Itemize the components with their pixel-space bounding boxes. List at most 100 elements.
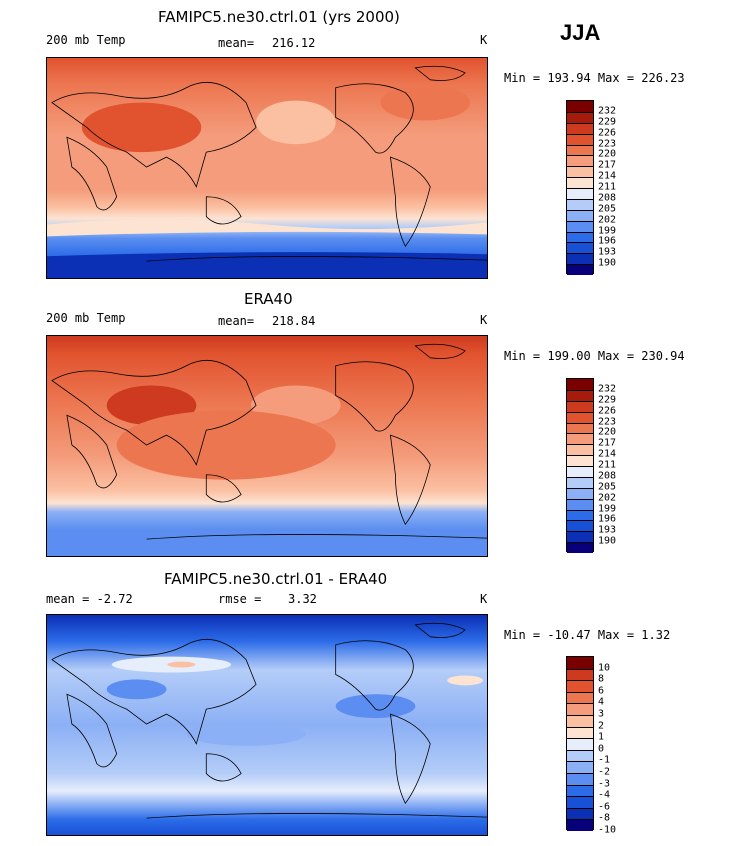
colorbar-swatch: [567, 111, 593, 123]
colorbar-tick-label: 8: [598, 673, 605, 685]
panel3-title: FAMIPC5.ne30.ctrl.01 - ERA40: [164, 570, 388, 588]
colorbar-swatch: [567, 231, 593, 243]
colorbar-swatch: [567, 209, 593, 221]
colorbar-swatch: [567, 807, 593, 820]
colorbar-tick-label: 202: [598, 492, 617, 504]
colorbar-swatch: [567, 444, 593, 456]
colorbar-tick-label: 220: [598, 148, 617, 160]
colorbar-tick-label: 208: [598, 470, 617, 482]
colorbar-tick-label: 199: [598, 503, 617, 514]
colorbar-swatch: [567, 220, 593, 232]
panel1-map: [46, 57, 488, 279]
colorbar-tick-label: 193: [598, 524, 617, 536]
colorbar-tick-label: 196: [598, 235, 617, 247]
colorbar-swatch: [567, 703, 593, 715]
season-label: JJA: [560, 20, 601, 45]
colorbar-swatch: [567, 389, 593, 401]
panel3-map: [46, 614, 488, 836]
panel3-minmax: Min = -10.47 Max = 1.32: [504, 628, 671, 642]
panel3-units: K: [480, 592, 488, 606]
colorbar-tick-label: 190: [598, 535, 617, 547]
panel2-title: ERA40: [244, 290, 293, 308]
colorbar-swatch: [567, 796, 593, 808]
colorbar-tick-label: 226: [598, 127, 617, 139]
colorbar-tick-label: 190: [598, 257, 617, 269]
colorbar-swatch: [567, 738, 593, 750]
colorbar-tick-label: 4: [598, 696, 605, 708]
colorbar-swatch: [567, 714, 593, 727]
colorbar-swatch: [567, 455, 593, 466]
panel2-map: [46, 335, 488, 557]
colorbar-swatch: [567, 668, 593, 681]
colorbar-swatch: [567, 749, 593, 762]
colorbar-swatch: [567, 411, 593, 423]
colorbar-swatch: [567, 101, 593, 112]
panel1-mean-label: mean=: [218, 36, 255, 50]
colorbar-tick-label: -4: [598, 789, 611, 801]
panel3-mean-text: mean = -2.72: [46, 592, 133, 606]
colorbar-tick-label: 214: [598, 170, 617, 182]
colorbar-swatch: [567, 177, 593, 188]
colorbar-tick-label: 205: [598, 481, 617, 493]
colorbar-tick-label: 211: [598, 181, 617, 193]
colorbar-tick-label: 2: [598, 720, 605, 732]
colorbar-tick-label: 229: [598, 116, 617, 128]
colorbar-tick-label: 217: [598, 159, 617, 171]
colorbar-swatch: [567, 487, 593, 499]
colorbar-swatch: [567, 264, 593, 275]
colorbar-swatch: [567, 772, 593, 785]
colorbar-tick-label: 199: [598, 225, 617, 236]
colorbar-swatch: [567, 761, 593, 773]
colorbar-swatch: [567, 726, 593, 739]
colorbar-tick-label: -10: [598, 824, 617, 836]
colorbar-tick-label: 220: [598, 426, 617, 438]
colorbar-swatch: [567, 819, 593, 831]
colorbar-tick-label: 6: [598, 685, 605, 697]
colorbar-tick-label: 1: [598, 731, 605, 743]
colorbar-tick-label: 3: [598, 708, 605, 720]
colorbar-swatch: [567, 166, 593, 178]
colorbar-swatch: [567, 520, 593, 532]
colorbar-tick-label: -1: [598, 754, 611, 766]
colorbar-swatch: [567, 122, 593, 134]
colorbar-tick-label: -2: [598, 766, 611, 778]
colorbar-swatch: [567, 691, 593, 704]
colorbar-swatch: [567, 133, 593, 145]
colorbar-tick-label: 229: [598, 394, 617, 406]
panel1-colorbar: [566, 100, 594, 275]
panel3-colorbar: [566, 656, 594, 831]
colorbar-tick-label: 223: [598, 416, 617, 427]
colorbar-swatch: [567, 680, 593, 692]
colorbar-tick-label: 205: [598, 203, 617, 215]
colorbar-tick-label: 10: [598, 662, 611, 674]
colorbar-swatch: [567, 188, 593, 199]
colorbar-swatch: [567, 155, 593, 167]
panel2-colorbar: [566, 378, 594, 553]
colorbar-tick-label: 0: [598, 743, 605, 755]
colorbar-swatch: [567, 379, 593, 390]
panel1-mean-value: 216.12: [272, 36, 316, 50]
colorbar-swatch: [567, 466, 593, 477]
colorbar-swatch: [567, 498, 593, 510]
colorbar-swatch: [567, 144, 593, 156]
colorbar-swatch: [567, 476, 593, 488]
colorbar-tick-label: -8: [598, 812, 611, 824]
colorbar-swatch: [567, 784, 593, 797]
panel2-mean-label: mean=: [218, 314, 255, 328]
colorbar-tick-label: 226: [598, 405, 617, 417]
panel2-minmax: Min = 199.00 Max = 230.94: [504, 349, 685, 363]
colorbar-tick-label: 214: [598, 448, 617, 460]
colorbar-swatch: [567, 400, 593, 412]
panel2-units: K: [480, 313, 488, 327]
colorbar-swatch: [567, 253, 593, 265]
colorbar-tick-label: 232: [598, 105, 617, 117]
panel1-minmax: Min = 193.94 Max = 226.23: [504, 71, 685, 85]
colorbar-tick-label: 196: [598, 513, 617, 525]
colorbar-tick-label: 202: [598, 214, 617, 226]
panel2-field-label: 200 mb Temp: [46, 311, 126, 325]
panel1-field-label: 200 mb Temp: [46, 33, 126, 47]
panel2-mean-value: 218.84: [272, 314, 316, 328]
colorbar-swatch: [567, 422, 593, 434]
colorbar-tick-label: -3: [598, 778, 611, 790]
panel1-units: K: [480, 33, 488, 47]
